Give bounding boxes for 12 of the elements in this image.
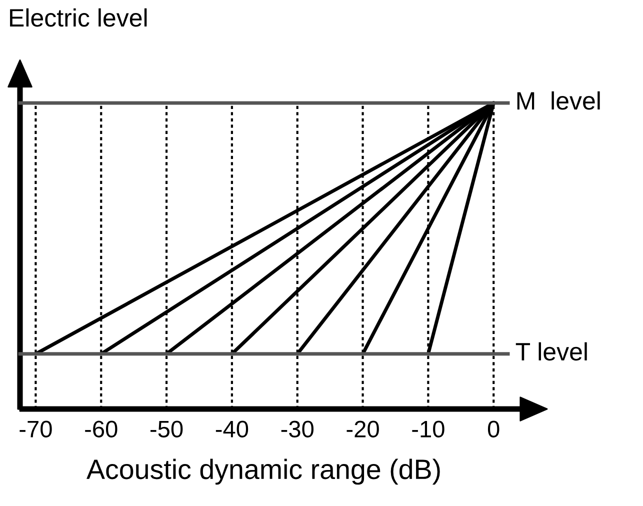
ref-line-label: M level <box>517 91 600 110</box>
ref-line-label: T level <box>516 342 587 361</box>
x-tick-label: -30 <box>281 420 314 438</box>
y-axis-title: Electric level <box>10 8 147 27</box>
x-tick-label: 0 <box>488 420 500 438</box>
x-axis-title: Acoustic dynamic range (dB) <box>86 458 440 485</box>
x-tick-label: -10 <box>412 420 444 438</box>
x-tick-label: -50 <box>150 420 183 438</box>
x-tick-label: -70 <box>20 420 52 438</box>
x-tick-label: -60 <box>85 420 118 438</box>
x-tick-label: -20 <box>346 420 379 438</box>
x-tick-label: -40 <box>216 420 248 438</box>
